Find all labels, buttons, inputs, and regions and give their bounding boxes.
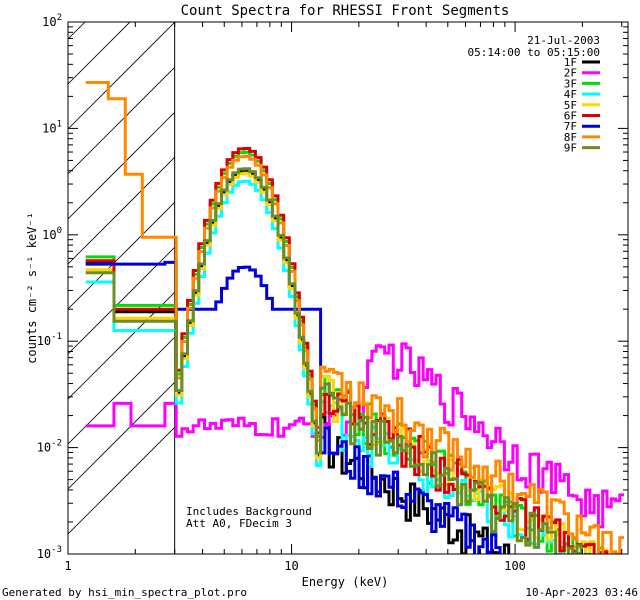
legend-label-4F: 4F [564, 88, 577, 101]
legend-label-2F: 2F [564, 67, 577, 80]
y-tick-label: 10-2 [37, 439, 62, 455]
hatch-line [68, 337, 175, 445]
footer-generated: Generated by hsi_min_spectra_plot.pro [2, 586, 247, 599]
annotation-background: Includes Background [186, 505, 312, 518]
y-tick-label: 10-3 [37, 545, 62, 561]
x-tick-label: 100 [504, 559, 526, 573]
series-line-3F [85, 150, 605, 554]
legend-label-1F: 1F [564, 56, 577, 69]
series-line-6F [85, 147, 609, 554]
chart-title: Count Spectra for RHESSI Front Segments [181, 3, 510, 19]
annotation-attenuator: Att A0, FDecim 3 [186, 517, 292, 530]
axes: 1 10 100 102 101 100 10-1 10-2 10-3 [37, 13, 628, 573]
hatched-region [68, 22, 176, 554]
legend-label-6F: 6F [564, 110, 577, 123]
legend-label-9F: 9F [564, 142, 577, 155]
hatch-line [68, 427, 175, 535]
hatch-line [68, 22, 131, 85]
legend-label-8F: 8F [564, 131, 577, 144]
hatch-line [68, 202, 175, 310]
time-range-label: 05:14:00 to 05:15:00 [468, 46, 600, 59]
y-tick-label: 10-1 [37, 332, 62, 348]
legend-label-7F: 7F [564, 120, 577, 133]
y-tick-label: 101 [42, 119, 62, 135]
series-line-7F [85, 260, 502, 554]
hatch-line [68, 382, 175, 490]
hatch-line [68, 67, 175, 175]
y-axis-label: counts cm⁻² s⁻¹ keV⁻¹ [25, 212, 39, 364]
x-tick-label: 1 [64, 559, 71, 573]
hatch-line [68, 112, 175, 220]
x-tick-label: 10 [284, 559, 298, 573]
hatch-line [68, 22, 175, 130]
plot-frame [67, 21, 629, 555]
y-tick-label: 100 [42, 226, 62, 242]
footer-date: 10-Apr-2023 03:46 [525, 586, 638, 599]
hatch-line [68, 157, 175, 265]
series-group [85, 81, 624, 554]
legend-label-3F: 3F [564, 77, 577, 90]
series-line-2F [85, 342, 624, 529]
date-label: 21-Jul-2003 [527, 34, 600, 47]
hatch-line [68, 22, 86, 40]
legend-label-5F: 5F [564, 99, 577, 112]
series-line-9F [85, 167, 592, 554]
y-tick-label: 102 [42, 13, 62, 29]
x-axis-label: Energy (keV) [302, 575, 389, 589]
series-line-8F [85, 81, 624, 554]
